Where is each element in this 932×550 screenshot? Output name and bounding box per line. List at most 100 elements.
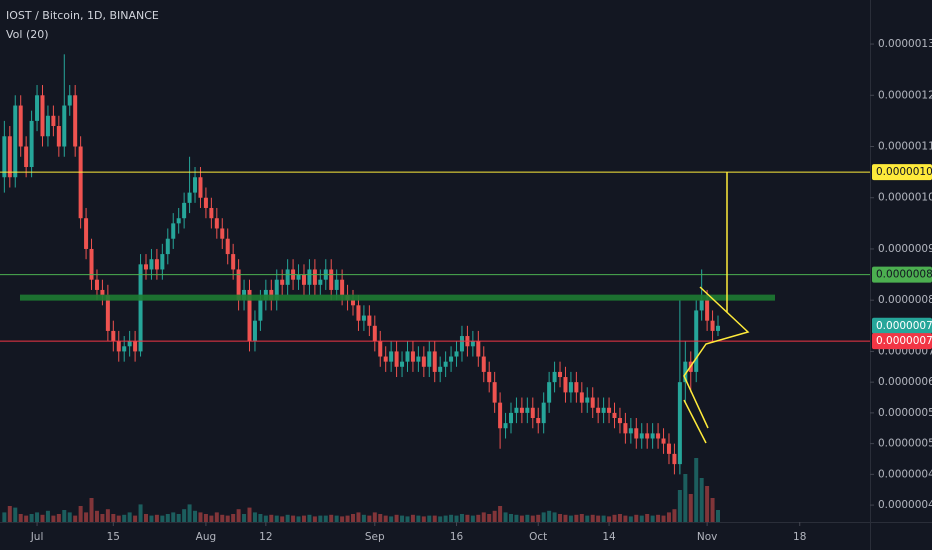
volume-bar [111, 514, 116, 522]
volume-bar [2, 512, 7, 522]
candle-body [154, 259, 159, 270]
candle-body [35, 95, 40, 121]
candle-body [258, 300, 263, 321]
volume-bar [133, 515, 138, 522]
volume-bar [688, 494, 693, 522]
price-label-box [872, 317, 932, 334]
candle-body [432, 351, 437, 372]
volume-bar [661, 515, 666, 522]
volume-bar [530, 515, 535, 522]
volume-bar [487, 514, 492, 522]
candle-body [51, 115, 56, 127]
candle-body [40, 95, 45, 137]
volume-bar [269, 514, 274, 522]
volume-bar [672, 509, 677, 522]
x-tick-label: 18 [793, 531, 806, 543]
volume-bar [476, 514, 481, 522]
volume-bar [710, 498, 715, 522]
volume-bar [432, 515, 437, 522]
volume-bar [67, 512, 72, 522]
candle-body [231, 254, 236, 270]
volume-bar [29, 514, 34, 522]
volume-bar [24, 515, 29, 522]
y-tick-label: 0.00000058 [878, 407, 932, 419]
volume-bar [389, 516, 394, 522]
volume-bar [100, 514, 105, 522]
candle-body [171, 223, 176, 239]
candle-body [459, 336, 464, 352]
volume-bar [525, 514, 530, 522]
volume-bar [351, 514, 356, 522]
volume-bar [323, 515, 328, 522]
volume-bar [214, 512, 219, 522]
volume-bar [596, 515, 601, 522]
candle-body [476, 341, 481, 357]
candle-body [650, 433, 655, 439]
candle-body [296, 274, 301, 280]
candle-body [378, 341, 383, 357]
volume-bar [394, 514, 399, 522]
volume-bar [203, 514, 208, 522]
volume-bar [449, 514, 454, 522]
volume-bar [361, 514, 366, 522]
volume-bar [601, 515, 606, 522]
candle-body [639, 433, 644, 439]
volume-bar [470, 515, 475, 522]
candle-body [236, 269, 241, 301]
volume-bar [78, 506, 83, 522]
candle-body [400, 361, 405, 367]
candle-body [519, 407, 524, 413]
volume-bar [400, 515, 405, 522]
volume-bar [656, 514, 661, 522]
x-tick-label: 14 [602, 531, 616, 543]
volume-bar [378, 514, 383, 522]
candle-body [443, 361, 448, 367]
volume-bar [154, 514, 159, 522]
candle-body [312, 269, 317, 285]
volume-bar [405, 516, 410, 522]
volume-bar [427, 515, 432, 522]
volume-bar [492, 510, 497, 522]
volume-bar [617, 514, 622, 522]
volume-bar [312, 516, 317, 522]
candle-body [2, 136, 7, 178]
candle-body [78, 146, 83, 219]
volume-bar [481, 512, 486, 522]
volume-bar [623, 515, 628, 522]
volume-bar [650, 515, 655, 522]
volume-bar [705, 486, 710, 522]
candle-body [372, 325, 377, 342]
volume-bar [416, 515, 421, 522]
volume-bar [149, 515, 154, 522]
volume-bar [666, 512, 671, 522]
volume-bar [590, 514, 595, 522]
candle-body [56, 126, 61, 147]
candle-body [585, 397, 590, 403]
candle-body [285, 269, 290, 285]
volume-bar [62, 510, 67, 522]
chart-title: IOST / Bitcoin, 1D, BINANCE [6, 9, 159, 22]
candle-body [122, 346, 127, 352]
candle-body [705, 300, 710, 321]
volume-bar [645, 514, 650, 522]
volume-bar [143, 514, 148, 522]
candle-body [84, 218, 89, 249]
volume-bar [334, 515, 339, 522]
candle-body [677, 382, 682, 465]
volume-bar [410, 514, 415, 522]
volume-bar [51, 515, 56, 522]
volume-bar [73, 515, 78, 522]
candle-body [498, 402, 503, 429]
price-label: 0.00000105 [876, 166, 932, 178]
volume-bar [122, 514, 127, 522]
candle-body [683, 361, 688, 383]
volume-bar [574, 514, 579, 522]
candle-body [416, 356, 421, 362]
volume-bar [171, 512, 176, 522]
candle-body [574, 382, 579, 393]
drawings [683, 172, 750, 444]
